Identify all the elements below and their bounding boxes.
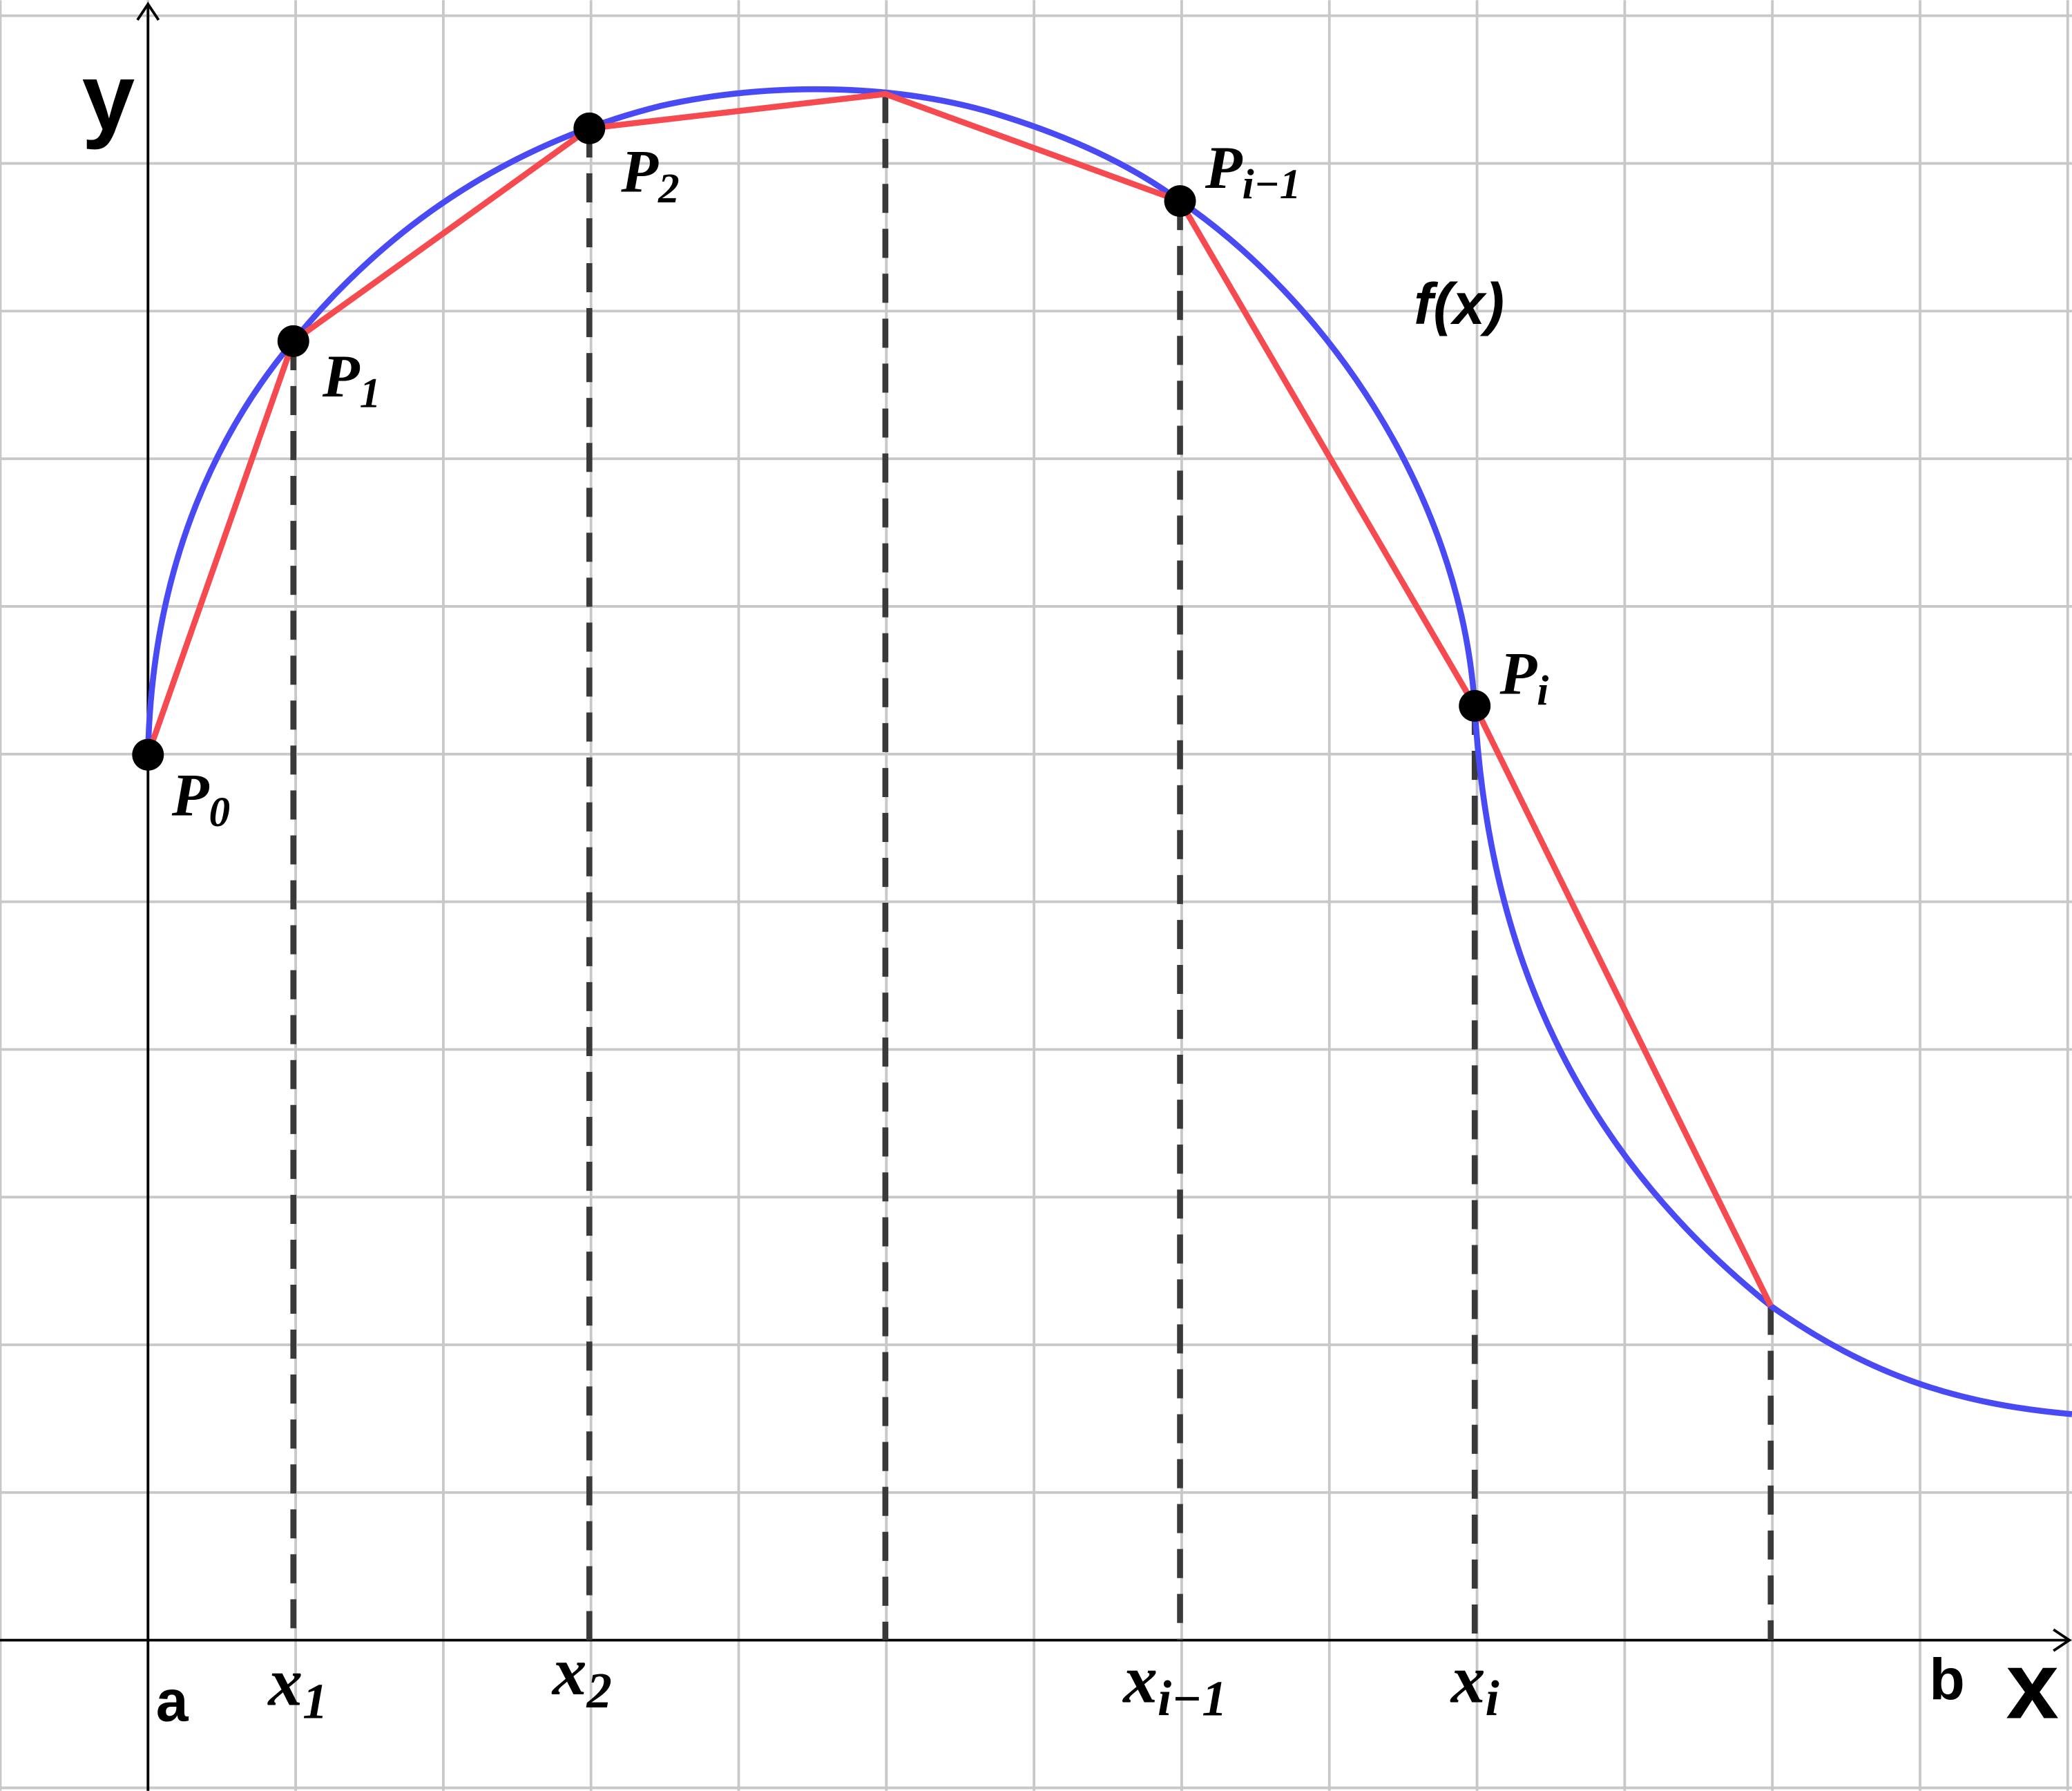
- point: [277, 325, 309, 357]
- point-label: P0: [171, 763, 230, 836]
- point: [132, 738, 164, 771]
- x-label: xi−1: [1122, 1641, 1227, 1727]
- x-axis-label: x: [2006, 1633, 2059, 1739]
- point-label: Pi−1: [1205, 135, 1301, 208]
- y-axis-arrow: [136, 1, 160, 21]
- y-axis-label: y: [82, 44, 135, 151]
- point-label: Pi: [1499, 641, 1549, 714]
- interval-start: a: [156, 1668, 189, 1733]
- x-label: x1: [267, 1643, 327, 1729]
- point-label: P1: [322, 343, 381, 416]
- curve-label: f(x): [1414, 271, 1504, 336]
- x-axis-arrow: [2053, 1628, 2072, 1652]
- point-label: P2: [620, 139, 679, 212]
- x-label: x2: [551, 1633, 612, 1718]
- interval-end: b: [1929, 1647, 1964, 1712]
- point: [1164, 185, 1196, 218]
- curve: [144, 86, 2072, 1417]
- point: [573, 112, 606, 144]
- point: [1459, 689, 1491, 722]
- x-label: xi: [1450, 1641, 1499, 1727]
